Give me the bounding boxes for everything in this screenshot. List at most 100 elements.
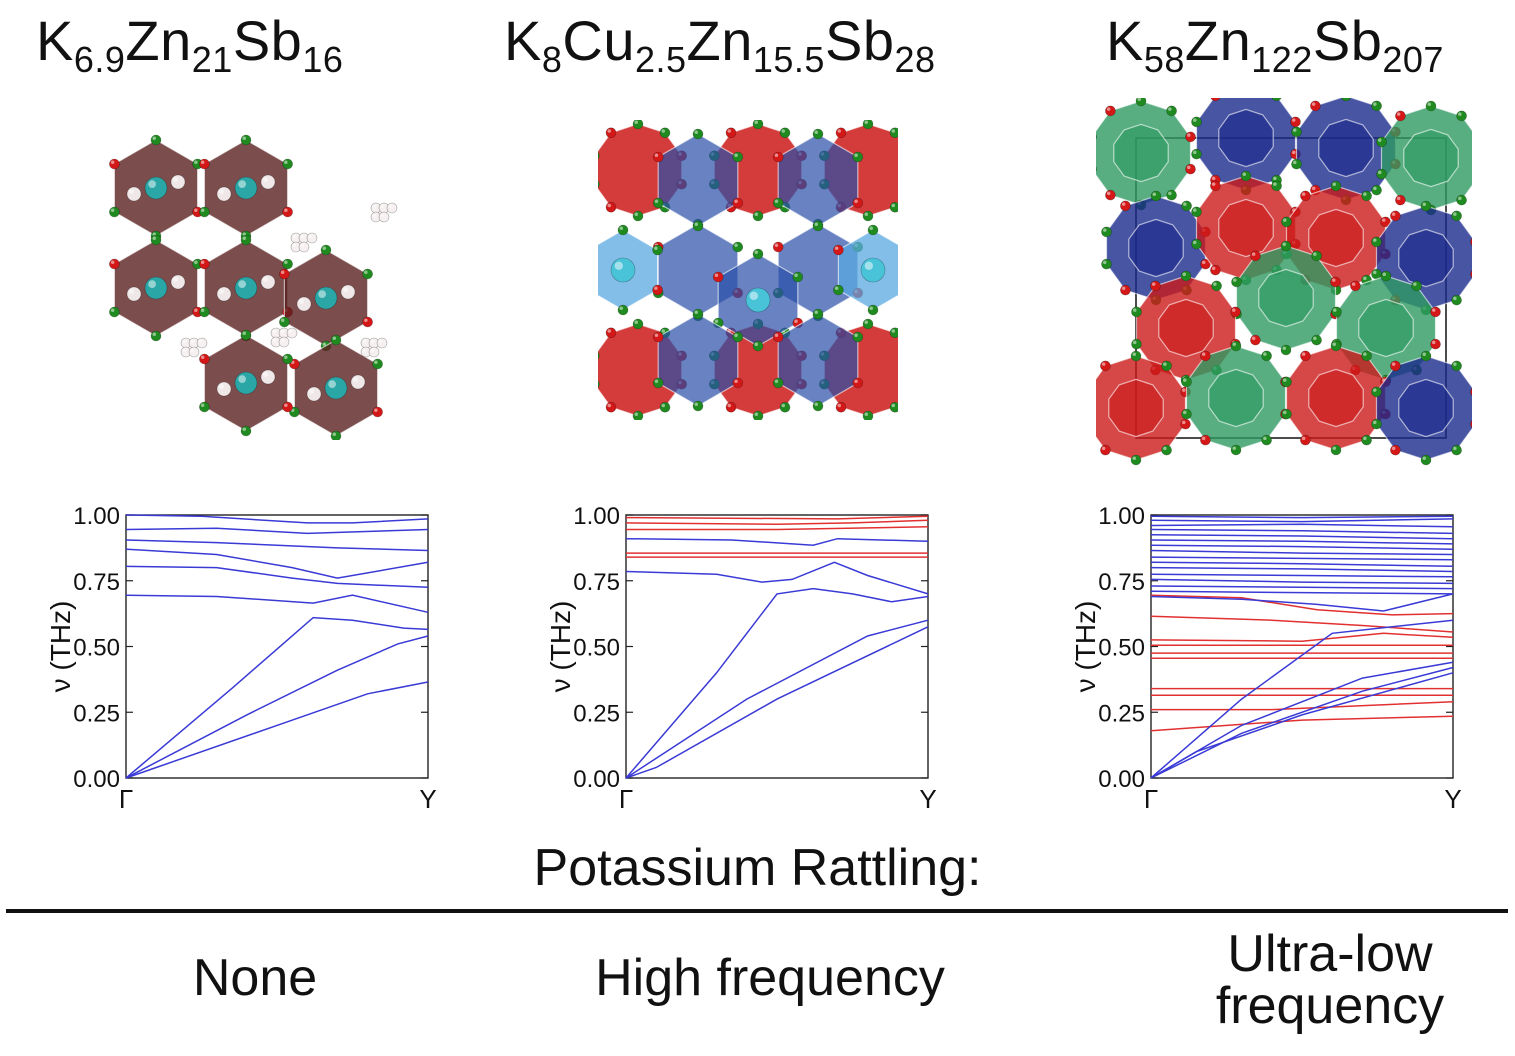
cage-inner-face xyxy=(1218,198,1274,258)
atom xyxy=(282,158,293,170)
formula-element: Zn xyxy=(686,9,753,72)
atom xyxy=(605,401,617,413)
atom-highlight xyxy=(110,260,115,264)
atom xyxy=(1161,444,1172,456)
formula-element: K xyxy=(1106,9,1144,72)
atom xyxy=(732,377,744,389)
atom xyxy=(216,381,232,397)
atom-highlight xyxy=(1333,308,1337,312)
atom-highlight xyxy=(364,318,368,322)
atom-highlight xyxy=(1363,436,1367,441)
atom-highlight xyxy=(781,129,785,133)
atom xyxy=(109,258,120,270)
atom xyxy=(1395,110,1406,122)
atom-highlight xyxy=(891,329,895,333)
atom-highlight xyxy=(1391,212,1396,216)
atom xyxy=(1250,334,1261,346)
atom-highlight xyxy=(242,427,246,431)
atom xyxy=(188,346,200,358)
atom-highlight xyxy=(182,339,186,343)
atom xyxy=(1191,238,1202,250)
atom-highlight xyxy=(1422,456,1426,460)
atom xyxy=(109,206,120,218)
atom xyxy=(1451,360,1462,372)
atom xyxy=(199,158,210,170)
atom xyxy=(314,286,338,310)
atom-highlight xyxy=(1106,191,1111,196)
atom-highlight xyxy=(148,280,156,288)
atom xyxy=(350,374,366,390)
atom xyxy=(1456,110,1467,122)
formula-element: Zn xyxy=(125,9,192,72)
atom xyxy=(889,327,898,339)
cage-inner-face xyxy=(1258,268,1314,328)
atom xyxy=(598,180,600,188)
atom-highlight xyxy=(194,260,198,264)
atom-highlight xyxy=(110,308,115,312)
atom-highlight xyxy=(200,160,205,164)
atom xyxy=(1451,444,1462,456)
band-line-blue xyxy=(125,565,429,589)
atom-highlight xyxy=(754,412,758,416)
atom-highlight xyxy=(1151,282,1156,286)
atom-highlight xyxy=(619,226,623,230)
atom xyxy=(1411,280,1422,292)
formula-subscript: 16 xyxy=(302,39,344,80)
atom-highlight xyxy=(388,204,392,208)
atom xyxy=(298,241,310,253)
atom-highlight xyxy=(378,339,382,343)
atom-highlight xyxy=(1201,352,1206,356)
atom-highlight xyxy=(292,234,296,238)
atom xyxy=(752,340,764,352)
atom-highlight xyxy=(837,403,841,408)
atom xyxy=(1371,100,1382,112)
atom xyxy=(1230,340,1242,352)
atom-highlight xyxy=(734,199,738,203)
atom xyxy=(1210,180,1221,192)
atom-highlight xyxy=(754,342,758,346)
atom xyxy=(144,176,168,200)
atom-highlight xyxy=(1132,456,1136,460)
atom-highlight xyxy=(110,160,115,164)
atom-highlight xyxy=(1283,410,1287,415)
atom-highlight xyxy=(1422,202,1426,206)
atom xyxy=(889,201,898,213)
atom-highlight xyxy=(1232,446,1236,450)
atom xyxy=(109,158,120,170)
atom-highlight xyxy=(864,261,873,270)
atom xyxy=(282,206,293,218)
band-line-blue xyxy=(1150,585,1454,590)
atom-highlight xyxy=(891,203,895,208)
atom xyxy=(240,234,252,246)
atom xyxy=(1290,116,1301,128)
band-line-red xyxy=(1150,632,1454,642)
atom-highlight xyxy=(242,236,246,240)
atom-highlight xyxy=(173,277,178,282)
atom xyxy=(1261,434,1272,446)
atom-highlight xyxy=(1251,252,1256,256)
band-line-blue xyxy=(1150,619,1454,779)
atom xyxy=(752,120,764,130)
band-line-blue xyxy=(125,594,429,614)
atom-highlight xyxy=(1163,446,1167,451)
atom-highlight xyxy=(814,130,818,134)
atom xyxy=(1230,306,1241,318)
formula-subscript: 2.5 xyxy=(634,39,687,80)
divider-line xyxy=(6,909,1508,913)
atom xyxy=(1376,168,1387,180)
atom-highlight xyxy=(854,333,858,337)
atom-highlight xyxy=(362,339,366,343)
atom xyxy=(812,400,824,412)
y-tick-label: 0.50 xyxy=(73,635,120,662)
atom xyxy=(1281,216,1292,228)
atom-highlight xyxy=(1363,352,1367,356)
atom-highlight xyxy=(1187,165,1191,170)
cage-inner-face xyxy=(1208,368,1264,428)
atom xyxy=(889,127,898,139)
band-line-blue xyxy=(1150,556,1454,561)
cage-inner-face xyxy=(1318,118,1374,178)
atom xyxy=(1191,148,1202,160)
atom xyxy=(1166,105,1177,117)
cage-inner-face xyxy=(1398,228,1454,288)
band-line-blue xyxy=(1150,593,1454,612)
